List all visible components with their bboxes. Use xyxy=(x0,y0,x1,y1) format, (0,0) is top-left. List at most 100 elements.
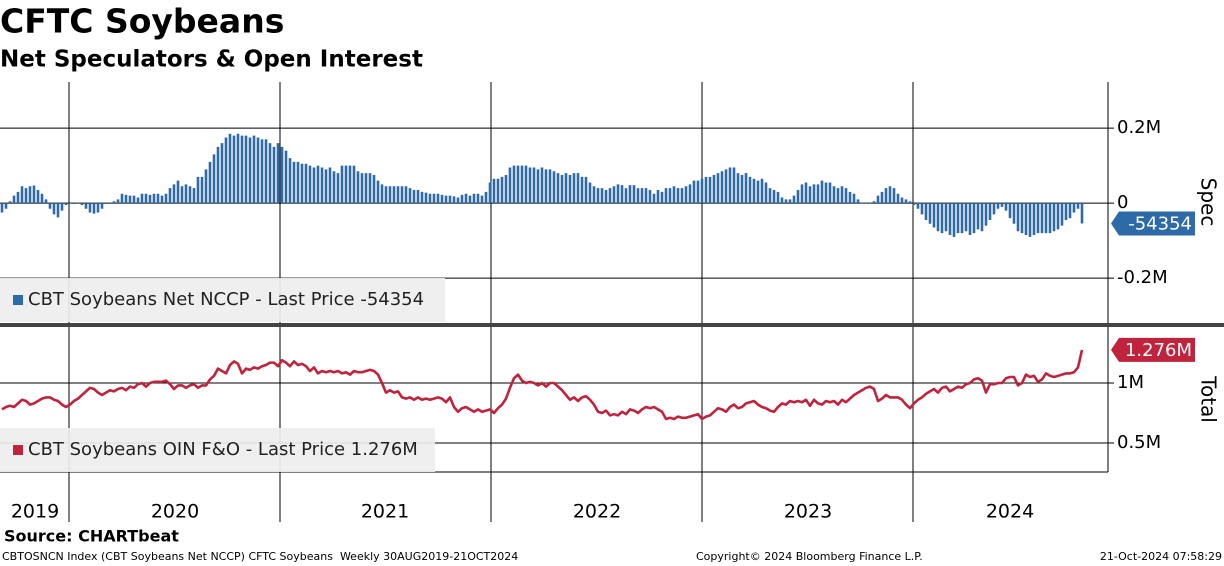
bar xyxy=(752,178,756,204)
bar xyxy=(732,167,736,204)
bar xyxy=(300,163,304,204)
bar xyxy=(376,180,380,204)
bar xyxy=(912,203,916,205)
bar xyxy=(268,143,272,204)
bar xyxy=(964,203,968,232)
bar xyxy=(856,199,860,204)
bar xyxy=(808,186,812,204)
bar xyxy=(976,203,980,230)
bar xyxy=(576,173,580,204)
bar xyxy=(336,173,340,204)
bar xyxy=(328,167,332,204)
y-tick-label: 0.5M xyxy=(1117,432,1161,453)
bar xyxy=(968,203,972,235)
bar xyxy=(228,133,232,204)
bar xyxy=(348,165,352,204)
chart-subtitle: Net Speculators & Open Interest xyxy=(0,47,423,73)
bar xyxy=(556,173,560,204)
bar xyxy=(288,158,292,204)
bar xyxy=(448,195,452,204)
bar xyxy=(700,178,704,204)
bar xyxy=(688,184,692,204)
bar xyxy=(744,173,748,204)
bar xyxy=(252,135,256,204)
bar xyxy=(820,180,824,204)
bar xyxy=(164,193,168,204)
bar xyxy=(1032,203,1036,235)
legend-swatch xyxy=(13,445,23,455)
bar xyxy=(492,178,496,204)
bar xyxy=(784,199,788,204)
bar xyxy=(20,186,24,204)
bar xyxy=(1072,203,1076,213)
bar xyxy=(512,165,516,204)
bar xyxy=(584,176,588,204)
plot-area xyxy=(0,82,1108,522)
bar xyxy=(420,191,424,204)
bar xyxy=(708,176,712,204)
bar xyxy=(628,185,632,204)
bar xyxy=(608,188,612,204)
bar xyxy=(276,143,280,204)
bar xyxy=(996,203,1000,209)
bar xyxy=(224,137,228,204)
bar xyxy=(588,182,592,204)
bar xyxy=(56,203,60,218)
last-value-callout xyxy=(1111,337,1195,362)
bar xyxy=(860,203,864,204)
bar xyxy=(312,167,316,204)
bar xyxy=(1068,203,1072,219)
bar xyxy=(28,186,32,204)
bar xyxy=(396,186,400,204)
bar xyxy=(592,186,596,204)
bar xyxy=(340,165,344,204)
bar xyxy=(488,182,492,204)
bar xyxy=(116,199,120,204)
bar xyxy=(444,195,448,204)
bar xyxy=(40,193,44,204)
y-axis-title: Total xyxy=(1197,375,1221,423)
bar xyxy=(52,203,56,215)
bar xyxy=(112,201,116,204)
bar xyxy=(680,188,684,204)
bar xyxy=(528,167,532,204)
source-note: Source: CHARTbeat xyxy=(4,527,179,546)
bar xyxy=(76,203,80,204)
bar xyxy=(432,193,436,204)
legend-swatch xyxy=(13,295,23,305)
footer-center: Copyright© 2024 Bloomberg Finance L.P. xyxy=(696,550,923,563)
bar xyxy=(104,203,108,204)
bar xyxy=(48,203,52,209)
bar xyxy=(604,190,608,204)
bar xyxy=(716,173,720,204)
bar xyxy=(980,203,984,232)
bar xyxy=(684,186,688,204)
bar xyxy=(792,195,796,204)
bar xyxy=(1052,203,1056,232)
bar xyxy=(428,193,432,204)
bar xyxy=(864,203,868,204)
bar xyxy=(324,169,328,204)
bar xyxy=(844,188,848,204)
bar xyxy=(384,186,388,204)
bar xyxy=(456,197,460,204)
bar xyxy=(624,188,628,204)
bar xyxy=(124,194,128,204)
x-tick-label: 2022 xyxy=(573,501,621,523)
bar xyxy=(552,171,556,204)
bar xyxy=(760,178,764,204)
bar xyxy=(452,196,456,204)
bar xyxy=(1004,203,1008,211)
bar xyxy=(272,146,276,204)
y-tick-label: 0.2M xyxy=(1117,117,1161,138)
bar xyxy=(724,169,728,204)
bar xyxy=(208,161,212,204)
bar xyxy=(108,202,112,204)
bar xyxy=(1044,203,1048,234)
bar xyxy=(1028,203,1032,237)
bar xyxy=(212,154,216,204)
bar xyxy=(132,195,136,204)
bar xyxy=(884,188,888,204)
bar xyxy=(824,182,828,204)
y-tick-label: 1M xyxy=(1117,372,1144,393)
